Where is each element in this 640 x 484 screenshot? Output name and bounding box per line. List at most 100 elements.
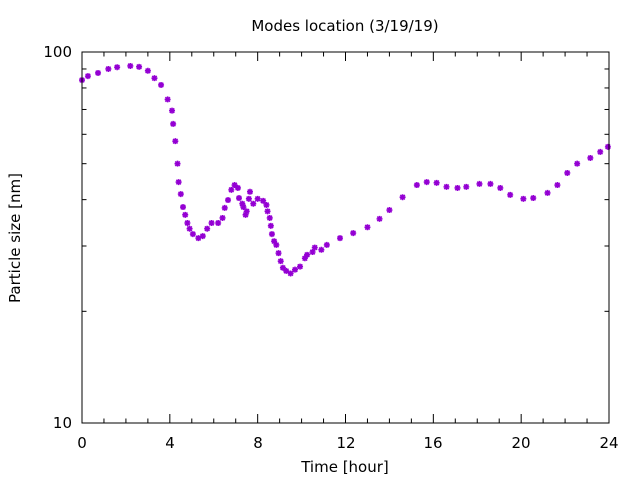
data-point: [250, 200, 257, 207]
data-point: [114, 64, 121, 71]
data-point: [323, 241, 330, 248]
data-point: [158, 81, 165, 88]
data-point: [263, 201, 270, 208]
data-point: [268, 231, 275, 238]
data-point: [243, 208, 250, 215]
data-point: [287, 270, 294, 277]
data-point: [311, 244, 318, 251]
data-point: [221, 204, 228, 211]
data-point: [433, 179, 440, 186]
chart-title: Modes location (3/19/19): [251, 17, 438, 35]
data-point: [277, 258, 284, 265]
data-point: [84, 73, 91, 80]
data-point: [174, 160, 181, 167]
data-point: [208, 220, 215, 227]
data-point: [318, 246, 325, 253]
data-point: [386, 207, 393, 214]
data-point: [169, 107, 176, 114]
data-point: [376, 215, 383, 222]
data-point: [199, 233, 206, 240]
data-point: [520, 195, 527, 202]
data-point: [454, 184, 461, 191]
data-point: [170, 120, 177, 127]
data-point: [234, 184, 241, 191]
data-point: [497, 184, 504, 191]
data-point: [175, 179, 182, 186]
data-point: [195, 235, 202, 242]
data-point: [487, 180, 494, 187]
data-point: [266, 214, 273, 221]
data-point: [304, 251, 311, 258]
y-tick-label: 10: [53, 414, 72, 432]
y-axis-label: Particle size [nm]: [6, 173, 24, 303]
data-point: [151, 75, 158, 82]
data-point: [544, 189, 551, 196]
x-tick-label: 8: [253, 434, 263, 452]
data-point: [463, 183, 470, 190]
data-point: [443, 183, 450, 190]
data-point: [564, 169, 571, 176]
data-point: [240, 204, 247, 211]
data-point: [184, 220, 191, 227]
data-point: [597, 148, 604, 155]
data-point: [275, 250, 282, 257]
data-point: [254, 195, 261, 202]
x-tick-label: 20: [511, 434, 530, 452]
data-point: [231, 182, 238, 189]
data-point: [297, 263, 304, 270]
data-point: [279, 264, 286, 271]
y-tick-label: 100: [43, 43, 72, 61]
data-point: [239, 200, 246, 207]
data-point: [530, 195, 537, 202]
data-point: [423, 179, 430, 186]
data-point: [291, 266, 298, 273]
tick-labels: 0 4 8 12 16 20 24 10 100: [43, 43, 618, 452]
data-point: [337, 235, 344, 242]
data-point: [309, 249, 316, 256]
data-point: [95, 69, 102, 76]
data-point: [182, 211, 189, 218]
data-point: [554, 182, 561, 189]
data-point: [246, 188, 253, 195]
data-point: [413, 182, 420, 189]
x-tick-label: 4: [165, 434, 175, 452]
data-point: [267, 222, 274, 229]
x-axis-label: Time [hour]: [300, 458, 389, 476]
data-point: [364, 224, 371, 231]
data-point: [219, 214, 226, 221]
data-point: [177, 191, 184, 198]
data-point: [204, 225, 211, 232]
data-point: [225, 197, 232, 204]
data-point: [271, 238, 278, 245]
data-point: [476, 180, 483, 187]
data-point: [399, 194, 406, 201]
x-tick-label: 16: [423, 434, 442, 452]
data-point: [180, 204, 187, 211]
data-point: [172, 138, 179, 145]
data-point: [164, 96, 171, 103]
data-points: [79, 62, 611, 277]
data-point: [604, 143, 611, 150]
data-point: [236, 195, 243, 202]
data-point: [574, 160, 581, 167]
data-point: [264, 208, 271, 215]
data-point: [507, 191, 514, 198]
data-point: [105, 65, 112, 72]
data-point: [260, 197, 267, 204]
data-point: [189, 231, 196, 238]
data-point: [242, 211, 249, 218]
x-tick-label: 24: [599, 434, 618, 452]
data-point: [186, 225, 193, 232]
x-tick-label: 0: [77, 434, 87, 452]
data-point: [301, 255, 308, 262]
data-point: [136, 63, 143, 70]
data-point: [283, 267, 290, 274]
data-point: [273, 241, 280, 248]
data-point: [215, 220, 222, 227]
data-point: [228, 186, 235, 193]
data-point: [144, 67, 151, 74]
data-point: [127, 62, 134, 69]
axis-ticks: [81, 51, 610, 424]
